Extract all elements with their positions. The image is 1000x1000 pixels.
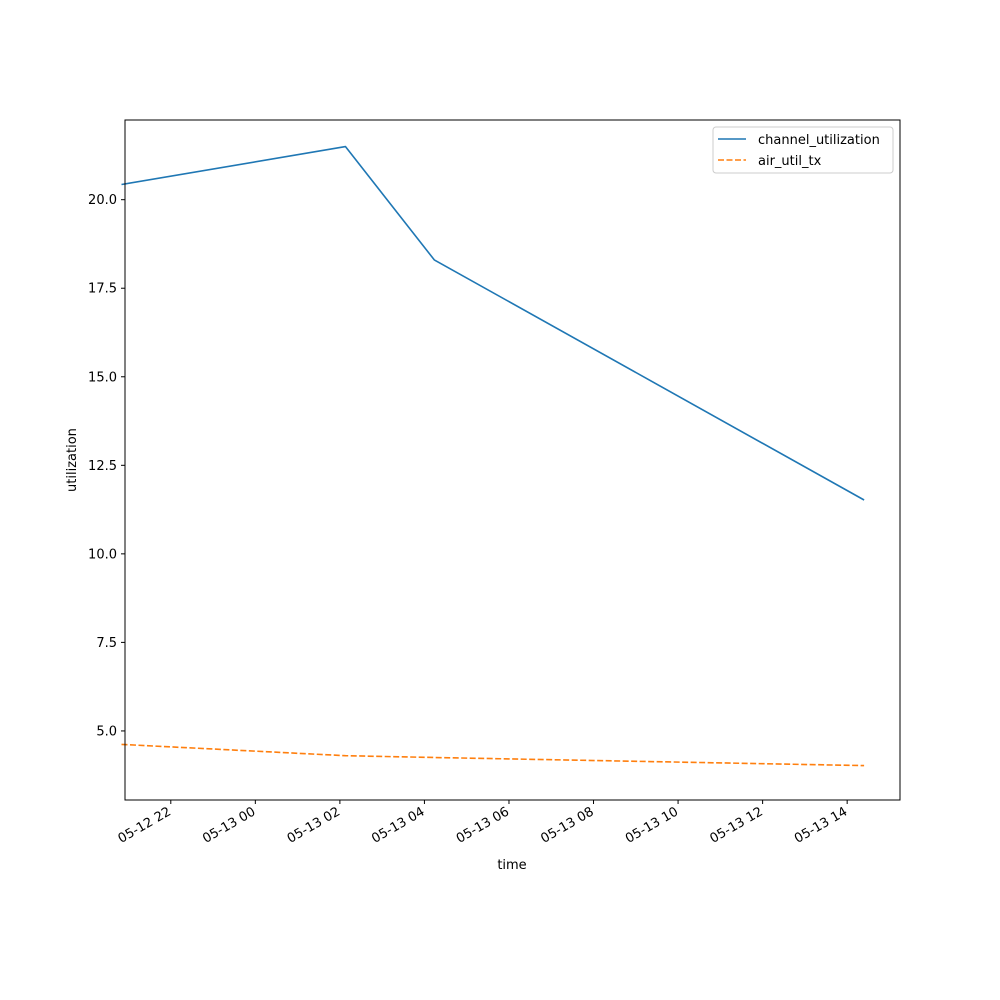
series-layer: [121, 145, 865, 767]
series-line-channel_utilization: [121, 145, 865, 501]
y-axis-label: utilization: [65, 428, 80, 492]
y-tick-label: 5.0: [96, 724, 117, 739]
y-tick-label: 17.5: [88, 282, 117, 297]
y-tick-label: 10.0: [88, 547, 117, 562]
y-tick-label: 20.0: [88, 193, 117, 208]
y-tick-label: 12.5: [88, 459, 117, 474]
legend: channel_utilization air_util_tx: [712, 126, 894, 174]
y-tick-label: 7.5: [96, 636, 117, 651]
legend-box: [712, 126, 894, 174]
y-tick-label: 15.0: [88, 370, 117, 385]
legend-label: channel_utilization: [758, 133, 880, 148]
plot-frame: [124, 119, 901, 801]
x-axis-label: time: [497, 858, 526, 873]
series-line-air_util_tx: [121, 743, 865, 767]
y-axis: 5.0 7.5 10.0 12.5 15.0 17.5 20.0: [88, 193, 125, 739]
legend-label: air_util_tx: [758, 154, 822, 169]
